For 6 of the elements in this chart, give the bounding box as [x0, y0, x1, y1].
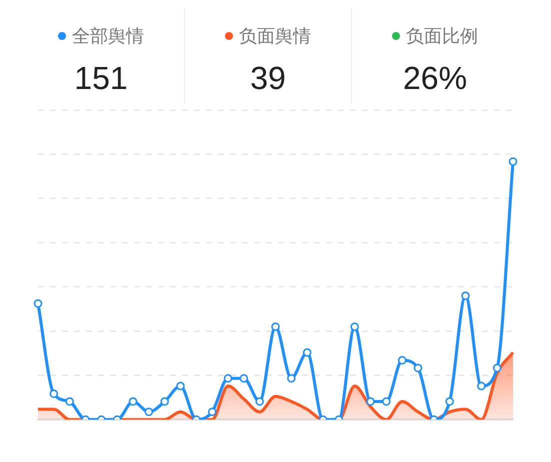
text: 39 [250, 60, 286, 96]
category-label: 负面舆情 [239, 25, 311, 48]
text: 151 [74, 60, 128, 96]
category-label: 负面比例 [406, 25, 478, 48]
category-label: 全部舆情 [72, 25, 144, 48]
text: 26% [402, 60, 468, 96]
